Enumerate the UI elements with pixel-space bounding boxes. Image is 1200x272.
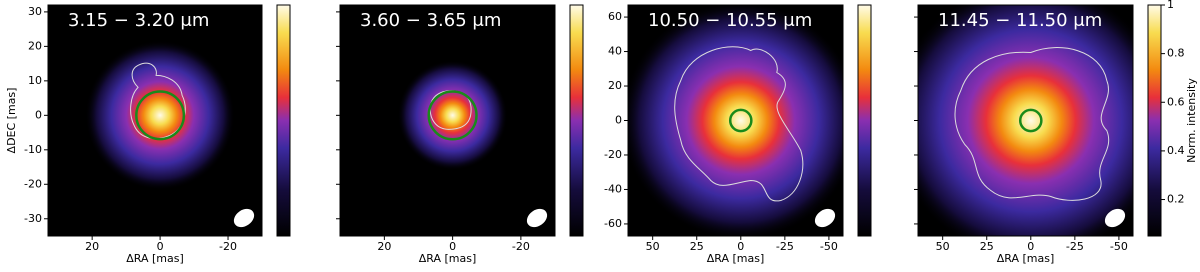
- aperture: [427, 90, 478, 141]
- x-tick-label: -50: [820, 240, 838, 253]
- panel-title: 10.50 − 10.55 μm: [648, 10, 812, 31]
- x-tick-label: 0: [1027, 240, 1034, 253]
- image: [48, 5, 262, 236]
- frame: [47, 4, 263, 237]
- y-tick-label: 40: [608, 45, 622, 58]
- panel: 3.15 − 3.20 μm 20 0 -20 ΔRA [mas] -30 -20 -10 0 1…: [5, 4, 291, 265]
- colorbar-label: Norm. intensity: [1185, 78, 1198, 163]
- colorbar-tick-label: 0.2: [1167, 193, 1185, 206]
- y-tick-label: 0: [35, 108, 42, 121]
- y-tick-label: 20: [28, 39, 42, 52]
- colorbar: [1147, 4, 1162, 237]
- panel-title: 3.15 − 3.20 μm: [68, 10, 209, 31]
- y-tick-label: -60: [604, 217, 622, 230]
- frame: [339, 4, 556, 237]
- beam: [814, 208, 836, 228]
- x-tick-label: 0: [157, 240, 164, 253]
- image: [340, 5, 555, 236]
- x-tick-label: 20: [85, 240, 99, 253]
- x-tick-label: 50: [646, 240, 660, 253]
- y-label: ΔDEC [mas]: [5, 88, 18, 154]
- beam: [233, 208, 255, 228]
- x-tick-label: -20: [512, 240, 530, 253]
- panel: 11.45 − 11.50 μm 50 25 0 -25 -50 ΔRA [mas] 0.2 0…: [914, 0, 1198, 265]
- colorbar: [569, 4, 584, 237]
- y-tick-label: 20: [608, 79, 622, 92]
- x-tick-label: 25: [980, 240, 994, 253]
- x-label: ΔRA [mas]: [419, 252, 477, 265]
- aperture: [1018, 108, 1043, 133]
- emission: [918, 5, 1133, 236]
- panel: 3.60 − 3.65 μm 20 0 -20 ΔRA [mas]: [336, 4, 584, 265]
- colorbar-tick-label: 0.6: [1167, 95, 1185, 108]
- image: [918, 5, 1133, 236]
- x-tick-label: 25: [690, 240, 704, 253]
- x-label: ΔRA [mas]: [707, 252, 765, 265]
- colorbar-tick-label: 0.4: [1167, 144, 1185, 157]
- contour: [954, 47, 1110, 201]
- y-tick-label: 30: [28, 5, 42, 18]
- emission: [397, 60, 508, 171]
- x-tick-label: 50: [936, 240, 950, 253]
- aperture: [728, 108, 753, 133]
- y-tick-label: -20: [24, 177, 42, 190]
- image: [628, 5, 843, 236]
- x-label: ΔRA [mas]: [126, 252, 184, 265]
- colorbar: [276, 4, 291, 237]
- contour: [130, 62, 186, 139]
- colorbar-tick-label: 0.8: [1167, 47, 1185, 60]
- x-tick-label: 20: [377, 240, 391, 253]
- beam: [1104, 208, 1126, 228]
- x-tick-label: -50: [1110, 240, 1128, 253]
- emission: [85, 40, 236, 191]
- x-label: ΔRA [mas]: [997, 252, 1055, 265]
- emission: [628, 5, 843, 236]
- y-tick-label: 0: [615, 114, 622, 127]
- y-tick-label: -30: [24, 212, 42, 225]
- panel-title: 3.60 − 3.65 μm: [360, 10, 501, 31]
- x-tick-label: -25: [1066, 240, 1084, 253]
- panel: 10.50 − 10.55 μm 50 25 0 -25 -50 ΔRA [mas] -60 -…: [604, 4, 872, 265]
- beam: [526, 208, 548, 228]
- x-tick-label: 0: [737, 240, 744, 253]
- y-tick-label: -20: [604, 148, 622, 161]
- colorbar-tick-label: 1: [1167, 0, 1174, 11]
- y-tick-label: 60: [608, 10, 622, 23]
- y-tick-label: -40: [604, 182, 622, 195]
- aperture: [135, 90, 186, 141]
- x-tick-label: 0: [449, 240, 456, 253]
- y-tick-label: -10: [24, 143, 42, 156]
- colorbar: [857, 4, 872, 237]
- contour: [674, 46, 804, 202]
- y-tick-label: 10: [28, 74, 42, 87]
- x-tick-label: -20: [219, 240, 237, 253]
- panel-title: 11.45 − 11.50 μm: [938, 10, 1102, 31]
- x-tick-label: -25: [776, 240, 794, 253]
